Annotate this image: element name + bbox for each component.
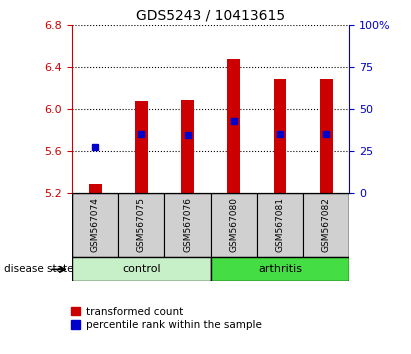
Bar xyxy=(227,59,240,193)
Text: GSM567080: GSM567080 xyxy=(229,197,238,252)
Bar xyxy=(89,184,102,193)
Legend: transformed count, percentile rank within the sample: transformed count, percentile rank withi… xyxy=(67,303,266,334)
Text: GSM567075: GSM567075 xyxy=(137,197,146,252)
Bar xyxy=(257,193,303,257)
Bar xyxy=(164,193,211,257)
Title: GDS5243 / 10413615: GDS5243 / 10413615 xyxy=(136,8,285,22)
Text: disease state: disease state xyxy=(4,264,74,274)
Text: GSM567082: GSM567082 xyxy=(322,197,331,252)
Bar xyxy=(211,193,257,257)
Bar xyxy=(135,102,148,193)
Bar xyxy=(320,79,333,193)
Bar xyxy=(181,101,194,193)
Text: arthritis: arthritis xyxy=(258,264,302,274)
Bar xyxy=(72,257,211,281)
Text: GSM567081: GSM567081 xyxy=(275,197,284,252)
Bar xyxy=(118,193,164,257)
Bar xyxy=(274,79,286,193)
Text: control: control xyxy=(122,264,161,274)
Bar xyxy=(303,193,349,257)
Bar xyxy=(211,257,349,281)
Text: GSM567074: GSM567074 xyxy=(90,197,99,252)
Text: GSM567076: GSM567076 xyxy=(183,197,192,252)
Bar xyxy=(72,193,118,257)
